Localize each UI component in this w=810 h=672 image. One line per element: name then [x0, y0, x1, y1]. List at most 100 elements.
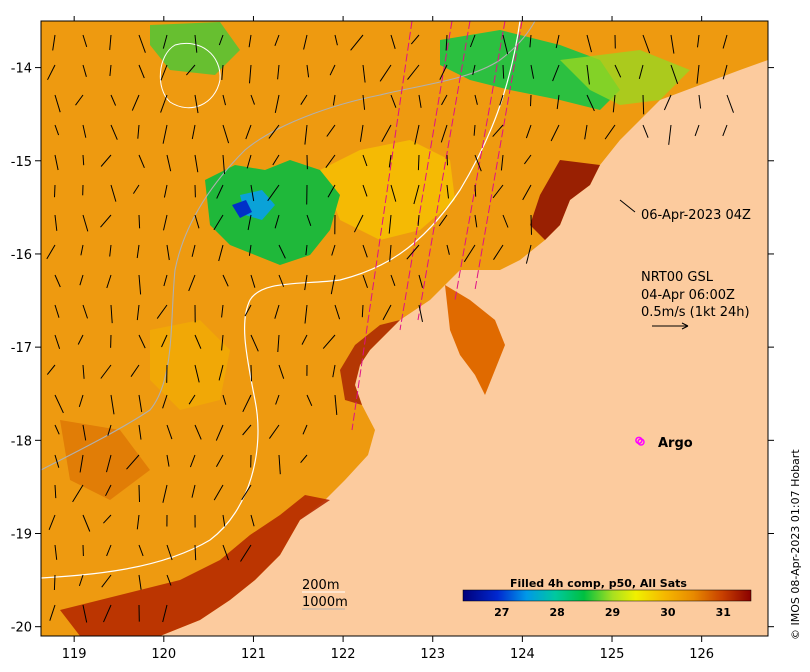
current-vector [162, 124, 168, 144]
current-vector [382, 304, 392, 321]
current-vector [79, 454, 84, 473]
current-vector [530, 214, 532, 235]
current-vector [222, 94, 226, 106]
current-vector [642, 124, 649, 138]
current-vector [191, 244, 196, 257]
current-vector [525, 244, 532, 264]
current-vector [80, 244, 84, 256]
current-vector [249, 64, 252, 84]
current-vector [221, 304, 224, 318]
current-vector [277, 64, 280, 80]
current-vector [136, 514, 140, 530]
current-vector [529, 34, 532, 48]
current-vector [162, 604, 168, 623]
cool-water-patch [205, 160, 340, 265]
current-vector [106, 544, 112, 557]
current-vector [54, 94, 61, 113]
current-vector [438, 214, 448, 227]
current-vector [100, 214, 112, 228]
current-vector [300, 454, 308, 464]
current-vector [46, 244, 56, 260]
satellite-tracks [351, 21, 523, 431]
x-tick-label: 119 [62, 647, 87, 662]
current-vector [334, 34, 338, 46]
current-vector [166, 244, 170, 261]
current-vector [306, 214, 312, 226]
current-vector [138, 274, 142, 295]
current-vector [410, 34, 420, 45]
current-vector [218, 244, 224, 262]
current-vector [556, 94, 560, 110]
current-vector [52, 34, 56, 51]
current-vector [499, 94, 504, 106]
current-vector [379, 64, 392, 82]
current-model-label: NRT00 GSL [641, 270, 714, 285]
current-vector [530, 94, 532, 107]
current-vector [302, 424, 308, 435]
current-vector [242, 424, 252, 436]
current-vector [604, 124, 616, 140]
current-vector [722, 34, 728, 49]
current-vector [325, 154, 336, 168]
colorbar-tick-label: 31 [716, 606, 731, 619]
current-vector [248, 244, 252, 256]
current-vector [137, 124, 140, 139]
current-vector [54, 214, 58, 231]
current-vector [186, 64, 196, 76]
current-vector [469, 34, 476, 48]
current-vector [359, 124, 364, 142]
current-vector [250, 274, 256, 288]
current-time-label: 04-Apr 06:00Z [641, 288, 735, 303]
isobath-contour-shallow [159, 43, 221, 109]
current-vector [138, 334, 146, 349]
current-vector [189, 454, 196, 468]
current-vector [472, 64, 476, 76]
current-vector [82, 304, 88, 319]
current-vector [362, 64, 366, 83]
current-vector [72, 484, 84, 503]
current-vector [105, 484, 112, 497]
current-vector [250, 514, 255, 527]
y-tick-label: -15 [11, 155, 32, 170]
current-vector [502, 64, 505, 79]
current-vector [222, 274, 229, 287]
current-vector [439, 64, 448, 80]
current-vector [304, 274, 308, 291]
current-vector [555, 34, 560, 49]
y-tick-label: -16 [11, 248, 32, 263]
current-vector [126, 454, 140, 470]
current-vector [530, 64, 535, 79]
current-vector [161, 334, 168, 348]
current-vector [414, 124, 420, 145]
current-vector [218, 364, 224, 381]
y-tick-label: -18 [11, 434, 32, 449]
current-vector [268, 124, 280, 139]
current-vector [78, 574, 84, 587]
current-vector [191, 484, 196, 498]
current-vector [54, 454, 60, 468]
current-vector [304, 304, 308, 324]
current-vector [213, 484, 224, 501]
current-vector [136, 304, 140, 321]
current-vector [194, 544, 197, 561]
current-vector [222, 394, 227, 405]
scale-arrow [652, 322, 689, 330]
current-vector [388, 154, 392, 168]
current-scale-label: 0.5m/s (1kt 24h) [641, 305, 750, 320]
current-vector [100, 364, 112, 379]
current-vector [215, 454, 224, 467]
current-vector [306, 64, 310, 78]
current-vector [82, 34, 88, 48]
current-vector [523, 154, 532, 165]
current-vector [103, 604, 112, 623]
current-vector [54, 304, 60, 318]
king-sound [445, 285, 505, 395]
current-vector [221, 334, 224, 351]
current-vector [250, 94, 255, 105]
plot-frame [40, 20, 769, 637]
y-axis-ticks: -14 -15 -16 -17 -18 -19 -20 [11, 62, 774, 636]
current-vector [49, 604, 56, 621]
x-tick-label: 124 [510, 647, 535, 662]
current-vector [101, 574, 112, 588]
current-vector [522, 184, 532, 201]
